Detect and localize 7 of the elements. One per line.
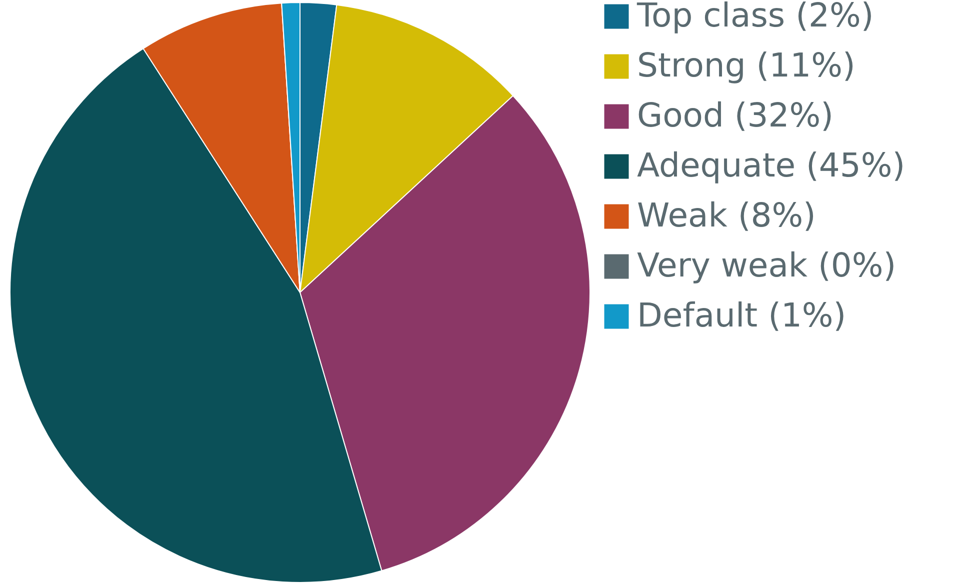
legend-label: Top class (2%) xyxy=(636,0,874,34)
legend-label: Good (32%) xyxy=(637,96,834,134)
legend-label: Adequate (45%) xyxy=(637,146,906,184)
legend-label: Strong (11%) xyxy=(637,46,856,84)
legend-label: Weak (8%) xyxy=(637,196,816,234)
legend-label: Very weak (0%) xyxy=(637,246,896,284)
legend-label: Default (1%) xyxy=(637,296,846,334)
